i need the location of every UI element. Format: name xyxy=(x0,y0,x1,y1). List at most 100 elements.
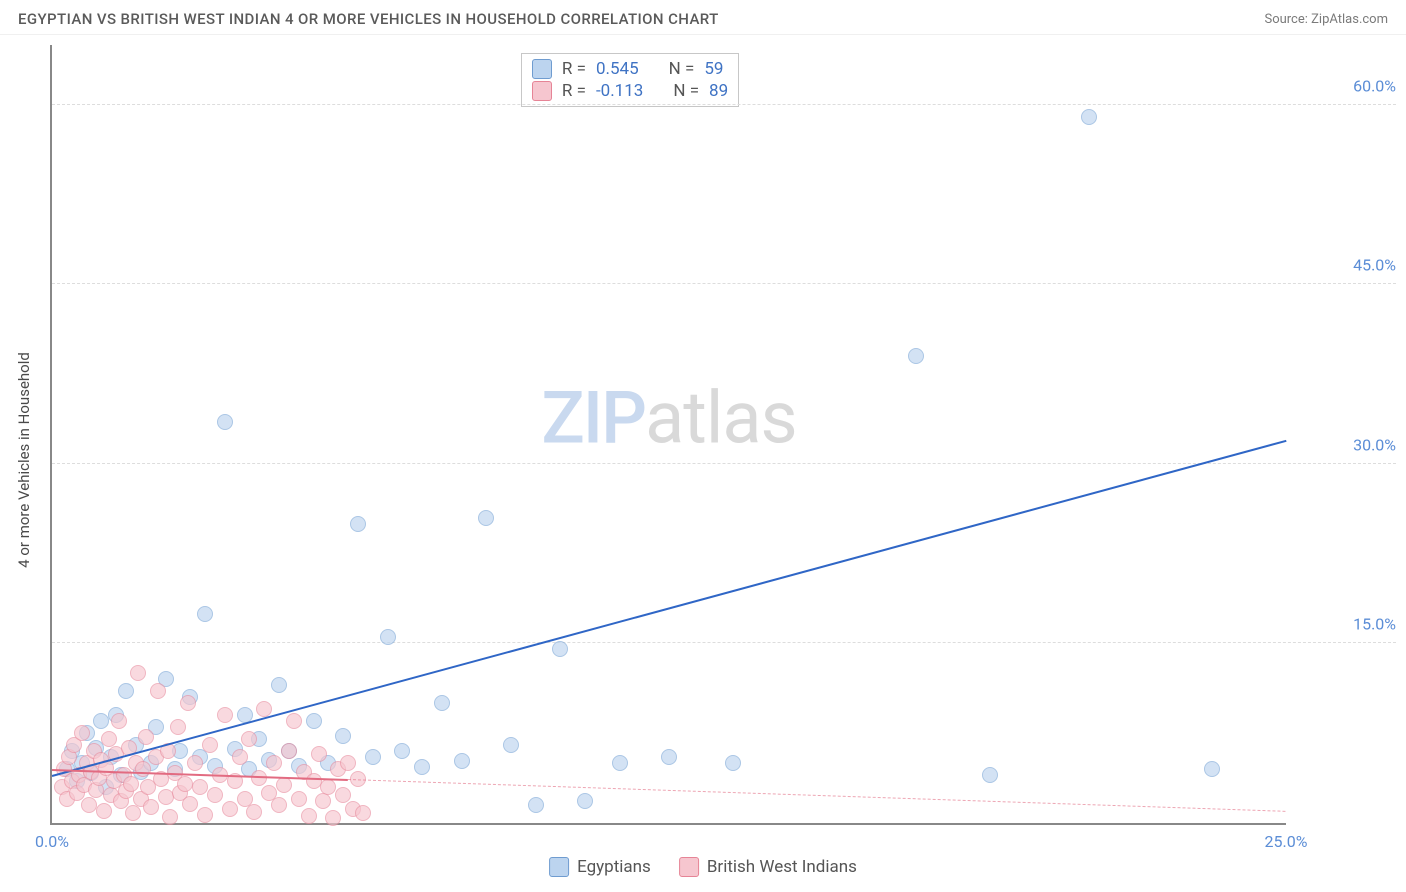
data-point xyxy=(271,797,287,813)
data-point xyxy=(197,807,213,823)
data-point xyxy=(306,773,322,789)
series-legend: Egyptians British West Indians xyxy=(549,857,857,877)
data-point xyxy=(217,414,233,430)
y-tick-label: 45.0% xyxy=(1296,256,1396,275)
y-tick-label: 30.0% xyxy=(1296,435,1396,454)
data-point xyxy=(311,746,327,762)
legend-r-label: R = xyxy=(562,59,586,79)
data-point xyxy=(271,677,287,693)
legend-n-value: 89 xyxy=(709,81,728,101)
data-point xyxy=(528,797,544,813)
legend-r-value: -0.113 xyxy=(596,81,643,101)
data-point xyxy=(1204,761,1220,777)
series-legend-item: British West Indians xyxy=(679,857,857,877)
data-point xyxy=(162,809,178,825)
legend-r-value: 0.545 xyxy=(596,59,639,79)
data-point xyxy=(434,695,450,711)
data-point xyxy=(281,743,297,759)
data-point xyxy=(138,729,154,745)
data-point xyxy=(266,755,282,771)
data-point xyxy=(187,755,203,771)
data-point xyxy=(355,805,371,821)
data-point xyxy=(232,749,248,765)
legend-swatch xyxy=(679,857,699,877)
data-point xyxy=(96,803,112,819)
series-legend-item: Egyptians xyxy=(549,857,651,877)
legend-row: R = -0.113 N = 89 xyxy=(532,80,728,102)
legend-swatch xyxy=(532,59,552,79)
data-point xyxy=(123,776,139,792)
data-point xyxy=(202,737,218,753)
data-point xyxy=(286,713,302,729)
data-point xyxy=(340,755,356,771)
legend-swatch xyxy=(532,81,552,101)
data-point xyxy=(177,776,193,792)
legend-r-label: R = xyxy=(562,81,586,101)
data-point xyxy=(150,683,166,699)
watermark-part1: ZIP xyxy=(541,376,645,461)
data-point xyxy=(130,665,146,681)
data-point xyxy=(394,743,410,759)
data-point xyxy=(143,799,159,815)
chart-title: EGYPTIAN VS BRITISH WEST INDIAN 4 OR MOR… xyxy=(18,10,719,28)
data-point xyxy=(365,749,381,765)
data-point xyxy=(335,728,351,744)
data-point xyxy=(135,761,151,777)
data-point xyxy=(478,510,494,526)
data-point xyxy=(577,793,593,809)
data-point xyxy=(291,791,307,807)
data-point xyxy=(661,749,677,765)
data-point xyxy=(725,755,741,771)
watermark-part2: atlas xyxy=(645,376,797,461)
data-point xyxy=(182,796,198,812)
legend-n-label: N = xyxy=(669,59,695,79)
data-point xyxy=(350,516,366,532)
data-point xyxy=(612,755,628,771)
data-point xyxy=(158,789,174,805)
data-point xyxy=(241,731,257,747)
y-axis-label: 4 or more Vehicles in Household xyxy=(15,352,33,568)
series-label: British West Indians xyxy=(707,857,857,877)
data-point xyxy=(380,629,396,645)
chart-source: Source: ZipAtlas.com xyxy=(1264,12,1388,27)
series-label: Egyptians xyxy=(577,857,651,877)
data-point xyxy=(192,779,208,795)
chart-header: EGYPTIAN VS BRITISH WEST INDIAN 4 OR MOR… xyxy=(0,0,1406,35)
legend-swatch xyxy=(549,857,569,877)
data-point xyxy=(908,348,924,364)
trend-line xyxy=(52,440,1287,777)
grid-line xyxy=(52,642,1396,643)
data-point xyxy=(180,695,196,711)
chart-area: 4 or more Vehicles in Household ZIPatlas… xyxy=(0,35,1406,885)
x-tick-label: 0.0% xyxy=(35,832,69,851)
data-point xyxy=(111,713,127,729)
data-point xyxy=(118,683,134,699)
x-tick-label: 25.0% xyxy=(1265,832,1308,851)
legend-row: R = 0.545 N = 59 xyxy=(532,58,728,80)
data-point xyxy=(325,810,341,826)
data-point xyxy=(93,713,109,729)
data-point xyxy=(246,804,262,820)
legend-n-label: N = xyxy=(673,81,699,101)
data-point xyxy=(982,767,998,783)
data-point xyxy=(217,707,233,723)
data-point xyxy=(454,753,470,769)
data-point xyxy=(503,737,519,753)
data-point xyxy=(170,719,186,735)
data-point xyxy=(81,797,97,813)
data-point xyxy=(1081,109,1097,125)
data-point xyxy=(125,805,141,821)
plot-region: ZIPatlas R =0.545N =59R =-0.113N =89 15.… xyxy=(50,45,1286,825)
data-point xyxy=(306,713,322,729)
grid-line xyxy=(52,104,1396,105)
data-point xyxy=(552,641,568,657)
legend-n-value: 59 xyxy=(704,59,723,79)
trend-line-extrapolated xyxy=(348,779,1286,812)
data-point xyxy=(320,779,336,795)
data-point xyxy=(222,801,238,817)
watermark: ZIPatlas xyxy=(541,376,796,461)
grid-line xyxy=(52,283,1396,284)
data-point xyxy=(197,606,213,622)
data-point xyxy=(315,793,331,809)
correlation-legend: R =0.545N =59R =-0.113N =89 xyxy=(521,53,739,107)
